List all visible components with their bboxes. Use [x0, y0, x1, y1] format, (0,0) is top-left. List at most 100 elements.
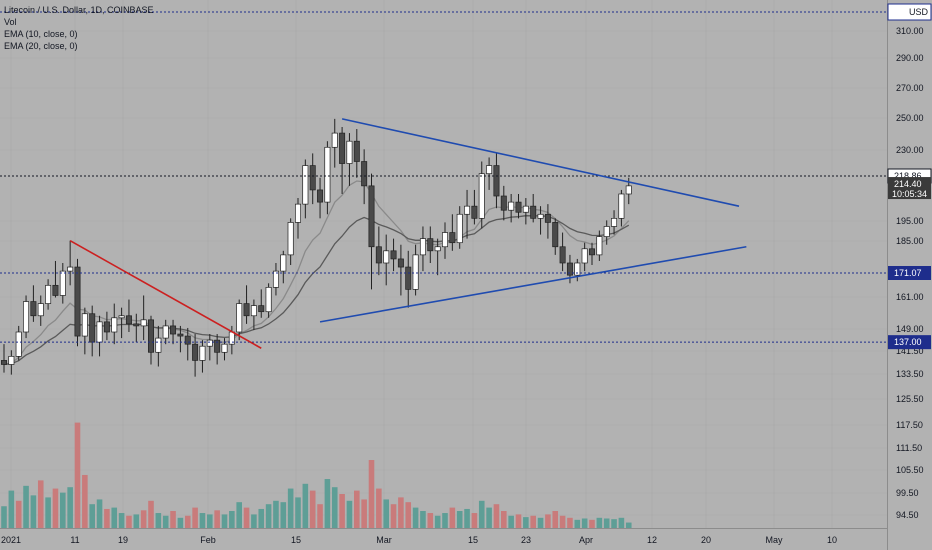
candle	[199, 340, 206, 373]
candle	[589, 242, 595, 266]
candle-body	[89, 313, 96, 343]
volume-bar	[280, 502, 287, 528]
candle	[81, 307, 88, 355]
grid-layer	[0, 0, 887, 528]
symbol-title[interactable]: Litecoin / U.S. Dollar, 1D, COINBASE	[4, 5, 154, 15]
indicator-volume[interactable]: Vol	[4, 17, 17, 27]
candle	[236, 299, 243, 341]
candle	[537, 206, 544, 235]
volume-bar	[611, 519, 617, 528]
trendline-broken-downtrend[interactable]	[69, 239, 262, 349]
volume-bar	[456, 511, 463, 528]
chart-legend[interactable]: Litecoin / U.S. Dollar, 1D, COINBASE Vol…	[4, 4, 154, 52]
time-axis[interactable]: 2021 11 19 Feb 15 Mar 15 23 Apr 12 20 May 10	[0, 528, 887, 546]
candle-layer	[1, 118, 632, 377]
candle	[618, 189, 625, 227]
candle-body	[331, 132, 338, 148]
volume-bar	[552, 511, 559, 528]
volume-bar	[170, 511, 176, 528]
candle-body	[111, 317, 118, 333]
candle	[508, 193, 515, 223]
candle	[361, 149, 368, 205]
candle	[515, 193, 522, 219]
candle	[67, 240, 74, 286]
volume-bar	[251, 514, 257, 528]
volume-bar	[309, 490, 316, 528]
candle	[530, 193, 537, 223]
volume-bar	[559, 515, 566, 528]
candle	[427, 226, 434, 263]
candle-body	[45, 284, 52, 304]
candle	[52, 260, 59, 298]
candle-body	[500, 195, 507, 211]
candle	[272, 262, 279, 296]
volume-bar	[52, 488, 59, 528]
indicator-ema-10[interactable]: EMA (10, close, 0)	[4, 29, 78, 39]
candle	[184, 327, 191, 361]
candle	[383, 234, 390, 286]
candle-body	[442, 232, 448, 248]
candle-body	[603, 226, 610, 237]
volume-bar	[412, 507, 419, 528]
volume-bar	[354, 490, 360, 528]
time-tick-label: May	[765, 535, 783, 545]
volume-bar	[464, 508, 470, 528]
volume-bar	[449, 507, 456, 528]
candle	[397, 244, 404, 296]
candle	[449, 214, 456, 251]
candle	[96, 315, 103, 357]
candle	[177, 325, 184, 353]
volume-bar	[508, 515, 514, 528]
volume-bar	[184, 515, 191, 528]
candle-body	[37, 303, 44, 317]
price-badge-label: 218.86	[894, 171, 922, 181]
volume-bar	[420, 511, 426, 528]
candle	[8, 350, 15, 375]
price-tick-label: 149.00	[896, 324, 924, 334]
volume-bar	[361, 499, 367, 528]
price-tick-label: 99.50	[896, 488, 919, 498]
candle-body	[581, 248, 588, 264]
trendline-layer[interactable]	[69, 118, 747, 349]
candle-body	[214, 339, 221, 353]
volume-bar	[177, 517, 184, 528]
volume-bar	[427, 513, 434, 528]
volume-bar	[104, 508, 110, 528]
volume-layer	[1, 422, 632, 528]
candle	[500, 185, 507, 221]
volume-bar	[368, 460, 375, 528]
candle	[162, 319, 169, 345]
price-tick-label: 185.00	[896, 236, 924, 246]
currency-badge[interactable]	[887, 3, 932, 21]
candle	[214, 334, 221, 365]
volume-bar	[434, 515, 441, 528]
price-badge-label: 137.00	[894, 337, 922, 347]
trendline-descending-resistance[interactable]	[341, 118, 740, 207]
volume-bar	[133, 514, 140, 528]
candle	[206, 334, 213, 361]
volume-bar	[8, 490, 15, 528]
price-tick-label: 94.50	[896, 510, 919, 520]
time-tick-label: 2021	[1, 535, 21, 545]
candle	[368, 173, 375, 290]
volume-bar	[567, 517, 573, 528]
time-tick-label: 15	[468, 535, 478, 545]
time-tick-label: Apr	[579, 535, 593, 545]
candle-body	[434, 246, 441, 252]
candle	[258, 289, 265, 318]
volume-bar	[383, 499, 389, 528]
time-tick-label: 11	[70, 535, 79, 545]
indicator-ema-20[interactable]: EMA (20, close, 0)	[4, 41, 78, 51]
candle	[603, 220, 610, 245]
trendline-ascending-support[interactable]	[319, 245, 747, 323]
candle-body	[566, 262, 573, 276]
volume-bar	[574, 519, 581, 528]
candle	[280, 250, 287, 284]
volume-bar	[398, 497, 404, 528]
candle	[192, 334, 199, 377]
candle	[324, 141, 331, 215]
volume-bar	[515, 514, 522, 528]
candle	[118, 307, 125, 339]
candle-body	[486, 165, 493, 175]
